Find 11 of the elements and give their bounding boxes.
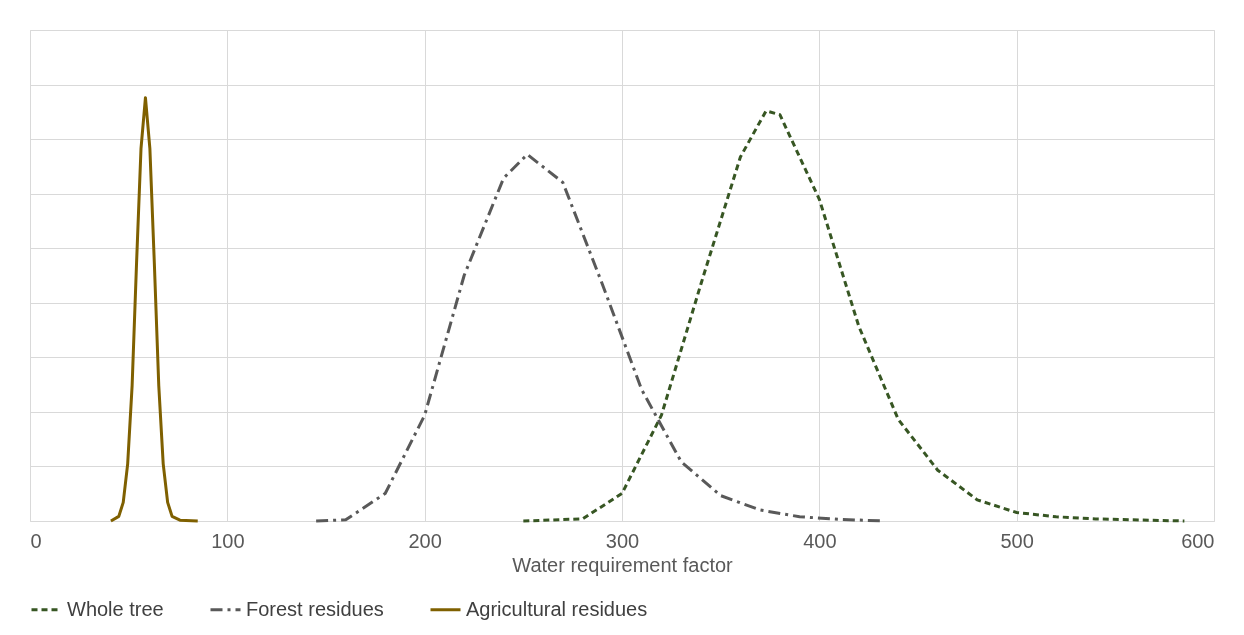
- legend-label: Whole tree: [67, 597, 164, 620]
- x-tick-label: 400: [803, 529, 837, 552]
- legend-label: Forest residues: [246, 597, 384, 620]
- x-tick-label: 500: [1000, 529, 1034, 552]
- x-tick-label: 0: [30, 529, 42, 552]
- x-tick-label: 300: [605, 529, 640, 552]
- x-tick-label: 600: [1181, 529, 1215, 552]
- x-tick-label: 100: [211, 529, 245, 552]
- x-tick-label: 200: [408, 529, 442, 552]
- x-axis-title: Water requirement factor: [512, 553, 734, 576]
- legend-label: Agricultural residues: [466, 597, 648, 620]
